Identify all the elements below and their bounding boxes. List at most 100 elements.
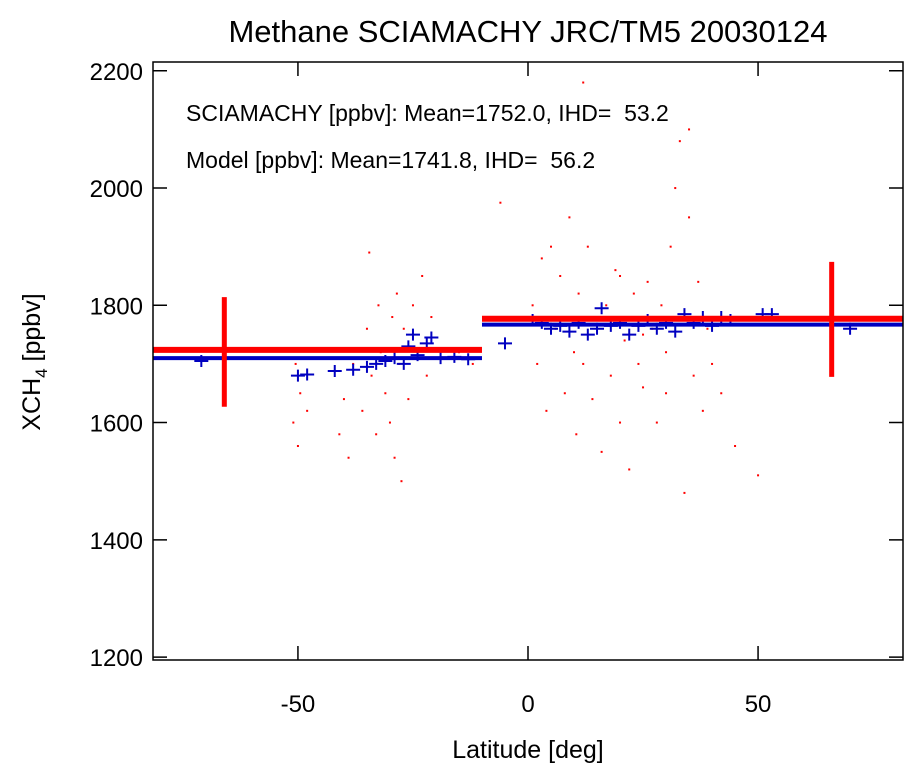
data-point [499, 201, 502, 204]
data-point [421, 274, 424, 277]
data-point [623, 339, 626, 342]
data-point [692, 374, 695, 377]
data-point [614, 269, 617, 272]
y-tick-label: 1600 [90, 411, 143, 438]
x-tick-label: 50 [745, 691, 772, 718]
data-point [688, 216, 691, 219]
data-point [665, 351, 668, 354]
data-point [290, 369, 305, 382]
data-point [395, 292, 398, 295]
data-point [642, 333, 645, 336]
data-point [365, 327, 368, 330]
data-point [622, 328, 637, 341]
data-point [720, 392, 723, 395]
data-point [540, 257, 543, 260]
data-point [711, 362, 714, 365]
data-point [577, 292, 580, 295]
data-point [646, 280, 649, 283]
data-point [407, 398, 410, 401]
data-point [342, 398, 345, 401]
data-point [299, 392, 302, 395]
data-point [400, 480, 403, 483]
y-tick-label: 2000 [90, 176, 143, 203]
data-point [594, 302, 609, 315]
data-point [582, 362, 585, 365]
y-tick-label: 2200 [90, 59, 143, 86]
data-point [568, 216, 571, 219]
data-point [497, 337, 512, 350]
data-point [430, 316, 433, 319]
data-point [536, 362, 539, 365]
data-point [402, 327, 405, 330]
data-point [550, 245, 553, 248]
data-point [384, 392, 387, 395]
data-point [665, 392, 668, 395]
data-point [359, 360, 374, 373]
data-point [697, 280, 700, 283]
data-point [411, 304, 414, 307]
chart-title: Methane SCIAMACHY JRC/TM5 20030124 [228, 14, 827, 49]
y-tick-label: 1800 [90, 293, 143, 320]
data-point [393, 456, 396, 459]
data-point [628, 468, 631, 471]
x-axis-label: Latitude [deg] [452, 736, 604, 764]
y-axis-label: XCH4 [ppbv] [18, 293, 51, 430]
data-point [562, 325, 577, 338]
data-point [591, 398, 594, 401]
data-point [605, 304, 608, 307]
data-point [425, 374, 428, 377]
data-point [582, 81, 585, 84]
y-label-rest: [ppbv] [18, 293, 46, 368]
data-point [531, 304, 534, 307]
data-point [580, 328, 595, 341]
data-point [347, 456, 350, 459]
y-label-main: XCH [18, 378, 46, 431]
data-point [338, 433, 341, 436]
data-point [370, 374, 373, 377]
annotation: Model [ppbv]: Mean=1741.8, IHD= 56.2 [186, 147, 595, 173]
data-point [361, 409, 364, 412]
data-point [424, 331, 439, 344]
data-point [683, 491, 686, 494]
data-point [642, 386, 645, 389]
data-point [294, 362, 297, 365]
data-point [619, 421, 622, 424]
data-point [471, 362, 474, 365]
y-tick-label: 1400 [90, 528, 143, 555]
data-point [655, 421, 658, 424]
data-point [701, 409, 704, 412]
data-point [306, 409, 309, 412]
data-point [563, 392, 566, 395]
data-point [688, 128, 691, 131]
data-point [757, 474, 760, 477]
annotation: SCIAMACHY [ppbv]: Mean=1752.0, IHD= 53.2 [186, 100, 669, 126]
data-point [706, 327, 709, 330]
data-point [669, 245, 672, 248]
data-point [678, 140, 681, 143]
data-point [346, 363, 361, 376]
data-point [391, 316, 394, 319]
x-tick-label: -50 [281, 691, 316, 718]
data-point [674, 187, 677, 190]
data-point [405, 328, 420, 341]
y-label-sub: 4 [32, 368, 51, 377]
data-point [388, 421, 391, 424]
data-point [573, 351, 576, 354]
data-point [292, 421, 295, 424]
data-point [600, 450, 603, 453]
data-point [586, 245, 589, 248]
data-point [619, 274, 622, 277]
data-point [327, 364, 342, 377]
data-point [368, 251, 371, 254]
data-point [559, 274, 562, 277]
y-tick-label: 1200 [90, 645, 143, 672]
data-point [632, 292, 635, 295]
data-point [637, 362, 640, 365]
data-point [296, 445, 299, 448]
data-point [609, 374, 612, 377]
data-point [575, 433, 578, 436]
data-point [668, 325, 683, 338]
data-point [660, 304, 663, 307]
x-tick-label: 0 [521, 691, 534, 718]
